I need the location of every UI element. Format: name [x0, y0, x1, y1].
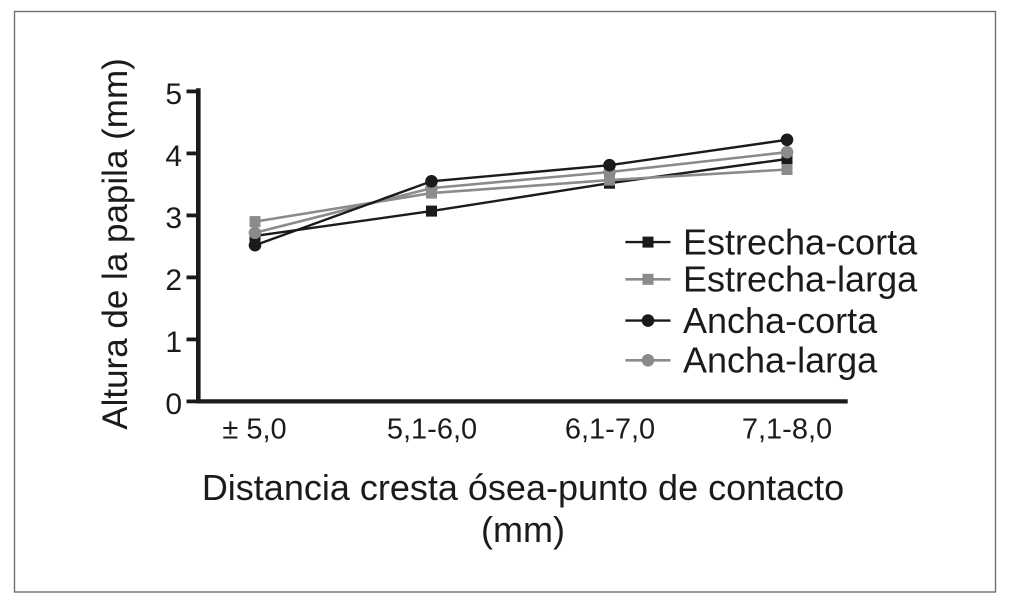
svg-text:6,1-7,0: 6,1-7,0 — [565, 414, 655, 446]
svg-text:3: 3 — [165, 202, 182, 235]
svg-text:± 5,0: ± 5,0 — [222, 414, 286, 446]
svg-text:Distancia cresta ósea-punto de: Distancia cresta ósea-punto de contacto — [202, 467, 844, 508]
svg-text:Ancha-larga: Ancha-larga — [683, 340, 878, 381]
svg-text:Estrecha-corta: Estrecha-corta — [683, 222, 918, 263]
svg-text:5: 5 — [165, 78, 182, 111]
svg-text:5,1-6,0: 5,1-6,0 — [387, 414, 477, 446]
svg-text:0: 0 — [165, 388, 182, 421]
svg-text:(mm): (mm) — [481, 509, 565, 550]
svg-text:Estrecha-larga: Estrecha-larga — [683, 259, 918, 300]
svg-text:4: 4 — [165, 140, 182, 173]
svg-text:7,1-8,0: 7,1-8,0 — [742, 414, 832, 446]
svg-text:1: 1 — [165, 326, 182, 359]
svg-text:Ancha-corta: Ancha-corta — [683, 300, 878, 341]
svg-text:2: 2 — [165, 264, 182, 297]
svg-text:Altura de la papila (mm): Altura de la papila (mm) — [96, 58, 135, 430]
